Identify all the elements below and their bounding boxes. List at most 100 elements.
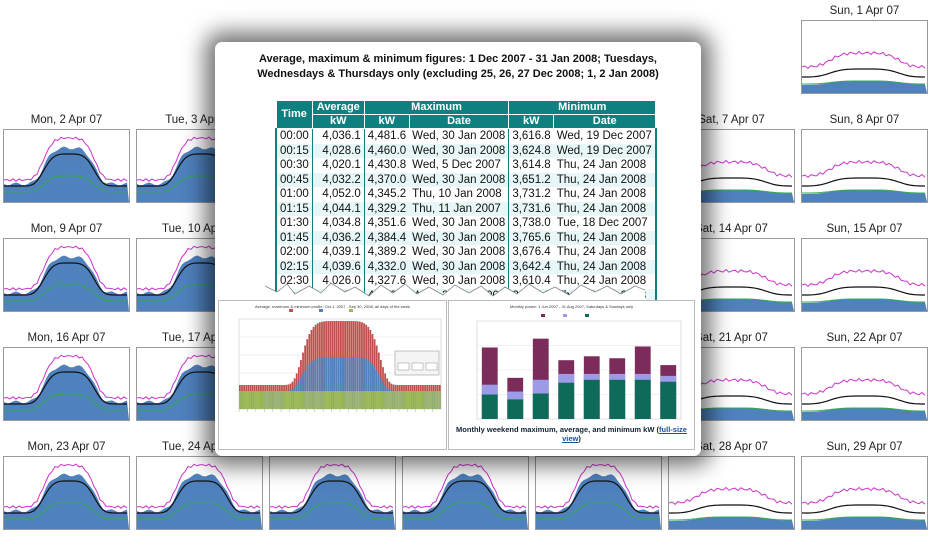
profile-min-bar [308,391,311,409]
profile-thumbnail-chart[interactable]: Average, maximum & minimum profile: Oct … [218,300,447,450]
day-label: Sun, 22 Apr 07 [826,332,903,344]
day-cell[interactable] [269,439,396,531]
min-line [802,80,925,85]
day-cell[interactable] [535,439,662,531]
max-line [4,354,128,400]
max-line [270,463,394,509]
caption-paren-open: ( [656,425,660,434]
profile-avg-bar [321,357,323,409]
dialog-button [397,362,410,371]
popup-window: Average, maximum & minimum figures: 1 De… [215,42,701,456]
profile-avg-bar [354,357,357,409]
profile-avg-bar [306,366,309,409]
row-time: 02:15 [274,259,313,274]
row-max-kw: 4,430.8 [367,159,407,171]
day-cell[interactable]: Sun, 22 Apr 07 [801,330,928,422]
avg-line [270,480,393,514]
monthly-chart-caption: Monthly weekend maximum, average, and mi… [449,425,694,443]
row-average-kw: 4,036.1 [312,128,365,144]
load-area [802,298,927,311]
row-max-date: Wed, 5 Dec 2007 [409,158,510,173]
day-cell[interactable]: Sun, 15 Apr 07 [801,221,928,313]
profile-avg-bar [310,361,313,409]
profile-min-bar [264,391,267,409]
day-cell[interactable]: Tue, 24 Apr 07 [136,439,263,531]
profile-min-bar [417,391,420,409]
profile-avg-bar [361,357,363,409]
day-cell[interactable]: Sun, 8 Apr 07 [801,112,928,204]
profile-min-bar [382,391,384,409]
day-cell[interactable] [402,439,529,531]
profile-min-bar [306,391,309,409]
profile-avg-bar [314,358,317,409]
day-cell[interactable]: Mon, 2 Apr 07 [3,112,130,204]
day-cell[interactable]: Mon, 16 Apr 07 [3,330,130,422]
row-min-date: Thu, 24 Jan 2008 [553,172,657,187]
profile-min-bar [438,391,441,409]
monthly-min-bar [532,393,549,419]
row-max-kw: 4,370.0 [364,172,410,187]
row-max-kw: 4,345.2 [367,188,407,200]
row-time: 01:00 [274,187,313,202]
day-cell[interactable]: Sun, 1 Apr 07 [801,3,928,95]
profile-min-bar [405,391,408,409]
header-minimum-date: Date [553,114,657,129]
profile-min-bar [369,391,372,409]
row-min-date: Wed, 19 Dec 2007 [553,143,657,158]
avg-line [4,480,127,514]
profile-min-bar [295,391,298,409]
profile-min-bar [262,391,264,409]
row-max-kw: 4,332.0 [364,259,410,274]
profile-min-bar [358,391,361,409]
profile-min-bar [329,391,332,409]
row-max-kw: 4,460.0 [364,143,410,158]
profile-min-bar [422,391,424,409]
day-cell[interactable]: Sun, 29 Apr 07 [801,439,928,531]
avg-line [669,504,792,514]
profile-min-bar [413,391,416,409]
day-load-chart [136,456,263,530]
profile-avg-bar [363,358,365,409]
day-cell[interactable]: Mon, 9 Apr 07 [3,221,130,313]
header-average-kw: kW [311,114,365,129]
row-average-kw: 4,052.0 [312,187,365,202]
profile-avg-bar [358,357,361,409]
monthly-thumbnail-chart[interactable]: Monthly power: 1 Jun 2007 - 31 Aug 2007;… [448,300,695,450]
table-row: 00:30 4,020.1 4,430.8 Wed, 5 Dec 2007 3,614.… [274,158,657,173]
row-max-date: Wed, 30 Jan 2008 [409,216,510,231]
day-cell[interactable]: Sat, 28 Apr 07 [668,439,795,531]
legend-swatch [563,314,567,317]
row-average-kw: 4,044.1 [312,201,365,216]
profile-min-bar [384,391,386,409]
max-line [536,463,660,509]
profile-min-bar [300,391,302,409]
header-minimum: Minimum [508,100,657,115]
row-min-date: Wed, 19 Dec 2007 [553,128,657,144]
profile-min-bar [302,391,304,409]
min-line [137,502,260,520]
row-time: 00:30 [274,158,313,173]
day-label: Sun, 29 Apr 07 [826,441,903,453]
dialog-button [425,362,438,371]
max-line [4,245,128,291]
profile-min-bar [340,391,342,409]
day-load-chart [3,129,130,203]
profile-avg-bar [340,357,342,409]
day-load-chart [269,456,396,530]
legend-swatch [349,309,353,312]
row-max-date: Wed, 30 Jan 2008 [409,274,510,289]
monthly-min-bar [481,394,498,419]
avg-line [403,480,526,514]
full-size-view-link[interactable]: full-size view [562,425,687,443]
profile-min-bar [409,391,412,409]
profile-min-bar [337,391,340,409]
row-max-date: Wed, 30 Jan 2008 [409,128,510,144]
profile-avg-bar [350,357,353,409]
min-line [4,175,127,193]
day-cell[interactable]: Mon, 23 Apr 07 [3,439,130,531]
profile-min-bar [394,391,397,409]
load-area [137,473,262,529]
load-area [802,516,927,529]
profile-avg-bar [352,357,355,409]
profile-avg-bar [371,363,374,409]
